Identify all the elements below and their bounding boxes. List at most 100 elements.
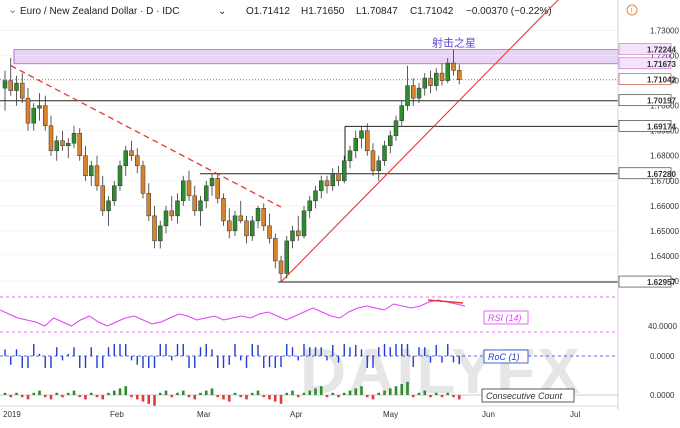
count-bar bbox=[331, 392, 335, 395]
count-bar bbox=[38, 390, 41, 395]
candle-body bbox=[388, 135, 393, 146]
roc-bar bbox=[343, 344, 345, 356]
count-label-box bbox=[481, 388, 575, 403]
roc-bar bbox=[67, 353, 69, 356]
roc-axis-tick: 0.0000 bbox=[650, 352, 675, 361]
shooting-star-annotation: 射击之星 bbox=[432, 35, 476, 49]
roc-bar bbox=[159, 344, 161, 356]
count-bar bbox=[360, 386, 363, 395]
count-bar bbox=[273, 395, 277, 402]
count-axis-tick: 0.0000 bbox=[650, 391, 675, 400]
count-bar bbox=[118, 388, 122, 395]
roc-bar bbox=[458, 356, 460, 365]
symbol-menu-chevron-icon[interactable]: ⌄ bbox=[218, 6, 226, 17]
candle-body bbox=[382, 145, 387, 162]
roc-bar bbox=[274, 356, 276, 368]
roc-bar bbox=[90, 347, 92, 356]
roc-bar bbox=[176, 344, 179, 356]
candle-body bbox=[14, 82, 19, 91]
count-bar bbox=[153, 395, 156, 406]
candle-body bbox=[48, 125, 54, 151]
symbol-title: Euro / New Zealand Dollar · D · IDC bbox=[20, 6, 180, 17]
candle-body bbox=[434, 72, 439, 86]
candle-body bbox=[267, 225, 272, 239]
roc-bar bbox=[27, 356, 29, 368]
consecutive-count-pane: Consecutive Count bbox=[0, 381, 618, 406]
candle-body bbox=[342, 160, 347, 182]
consecutive-count-bars bbox=[3, 381, 461, 406]
price-highlight-label: 1.67280 bbox=[647, 170, 676, 179]
roc-bar bbox=[171, 356, 173, 361]
roc-bar bbox=[211, 349, 213, 356]
count-bar bbox=[78, 395, 82, 398]
roc-bar bbox=[355, 345, 357, 356]
roc-bar bbox=[395, 344, 397, 356]
count-bar bbox=[245, 395, 248, 400]
rsi-line bbox=[0, 299, 466, 327]
roc-bar bbox=[188, 356, 190, 368]
roc-bar bbox=[332, 345, 334, 356]
candle-body bbox=[192, 195, 197, 212]
roc-bar bbox=[401, 344, 403, 356]
count-bar bbox=[354, 388, 358, 395]
count-bar bbox=[101, 395, 105, 400]
price-highlight-label: 1.71042 bbox=[647, 76, 676, 85]
horizontal-levels bbox=[0, 49, 618, 283]
roc-bar bbox=[217, 356, 219, 368]
candle-body bbox=[255, 208, 261, 222]
candle-body bbox=[31, 107, 36, 124]
time-axis-tick: Apr bbox=[290, 410, 303, 419]
count-bar bbox=[26, 395, 30, 400]
price-axis-tick: 1.66000 bbox=[650, 202, 679, 211]
candle-body bbox=[232, 215, 238, 232]
count-bar bbox=[342, 392, 346, 395]
time-axis-tick: Feb bbox=[110, 410, 124, 419]
roc-bar bbox=[286, 344, 288, 356]
count-bar bbox=[285, 392, 289, 395]
candle-body bbox=[123, 150, 128, 167]
collapse-chevron-icon[interactable]: ⌄ bbox=[8, 4, 17, 16]
candle-body bbox=[261, 208, 266, 227]
candle-body bbox=[284, 240, 289, 274]
roc-bar bbox=[182, 344, 184, 356]
count-bar bbox=[43, 395, 47, 398]
candle-body bbox=[227, 220, 232, 232]
candle-body bbox=[140, 165, 146, 194]
count-bar bbox=[406, 381, 409, 395]
roc-bar bbox=[280, 356, 282, 367]
rsi-divergence-line bbox=[427, 299, 464, 304]
candle-body bbox=[135, 155, 140, 167]
candle-body bbox=[37, 105, 42, 109]
roc-bar bbox=[297, 356, 299, 361]
info-icon[interactable] bbox=[626, 4, 638, 16]
candle-body bbox=[163, 210, 169, 227]
roc-bar bbox=[337, 356, 340, 363]
count-bar bbox=[61, 395, 64, 398]
candle-body bbox=[209, 178, 215, 187]
count-bar bbox=[371, 395, 375, 400]
time-axis-tick: Mar bbox=[197, 410, 211, 419]
roc-bar bbox=[4, 349, 6, 356]
count-bar bbox=[429, 395, 432, 398]
candle-body bbox=[399, 105, 404, 121]
resistance-zone bbox=[13, 49, 619, 65]
count-bar bbox=[84, 395, 87, 400]
roc-bar bbox=[360, 349, 363, 356]
candle-body bbox=[100, 185, 105, 212]
roc-bar bbox=[326, 356, 328, 361]
count-bar bbox=[124, 386, 128, 395]
roc-bar bbox=[418, 347, 420, 356]
roc-bar bbox=[10, 356, 12, 365]
count-bar bbox=[337, 395, 340, 398]
candle-body bbox=[353, 137, 358, 151]
count-bar bbox=[95, 395, 99, 398]
roc-bar bbox=[251, 344, 253, 356]
roc-bar bbox=[372, 356, 374, 368]
price-axis-highlight-labels: 1.72244 1.71673 1.71042 1.70197 1.69174 1.672… bbox=[618, 43, 676, 288]
candle-body bbox=[77, 132, 82, 156]
candle-body bbox=[370, 150, 376, 172]
candle-body bbox=[158, 225, 163, 242]
candle-body bbox=[66, 142, 71, 146]
roc-bar bbox=[222, 356, 225, 368]
candle-body bbox=[324, 180, 330, 187]
